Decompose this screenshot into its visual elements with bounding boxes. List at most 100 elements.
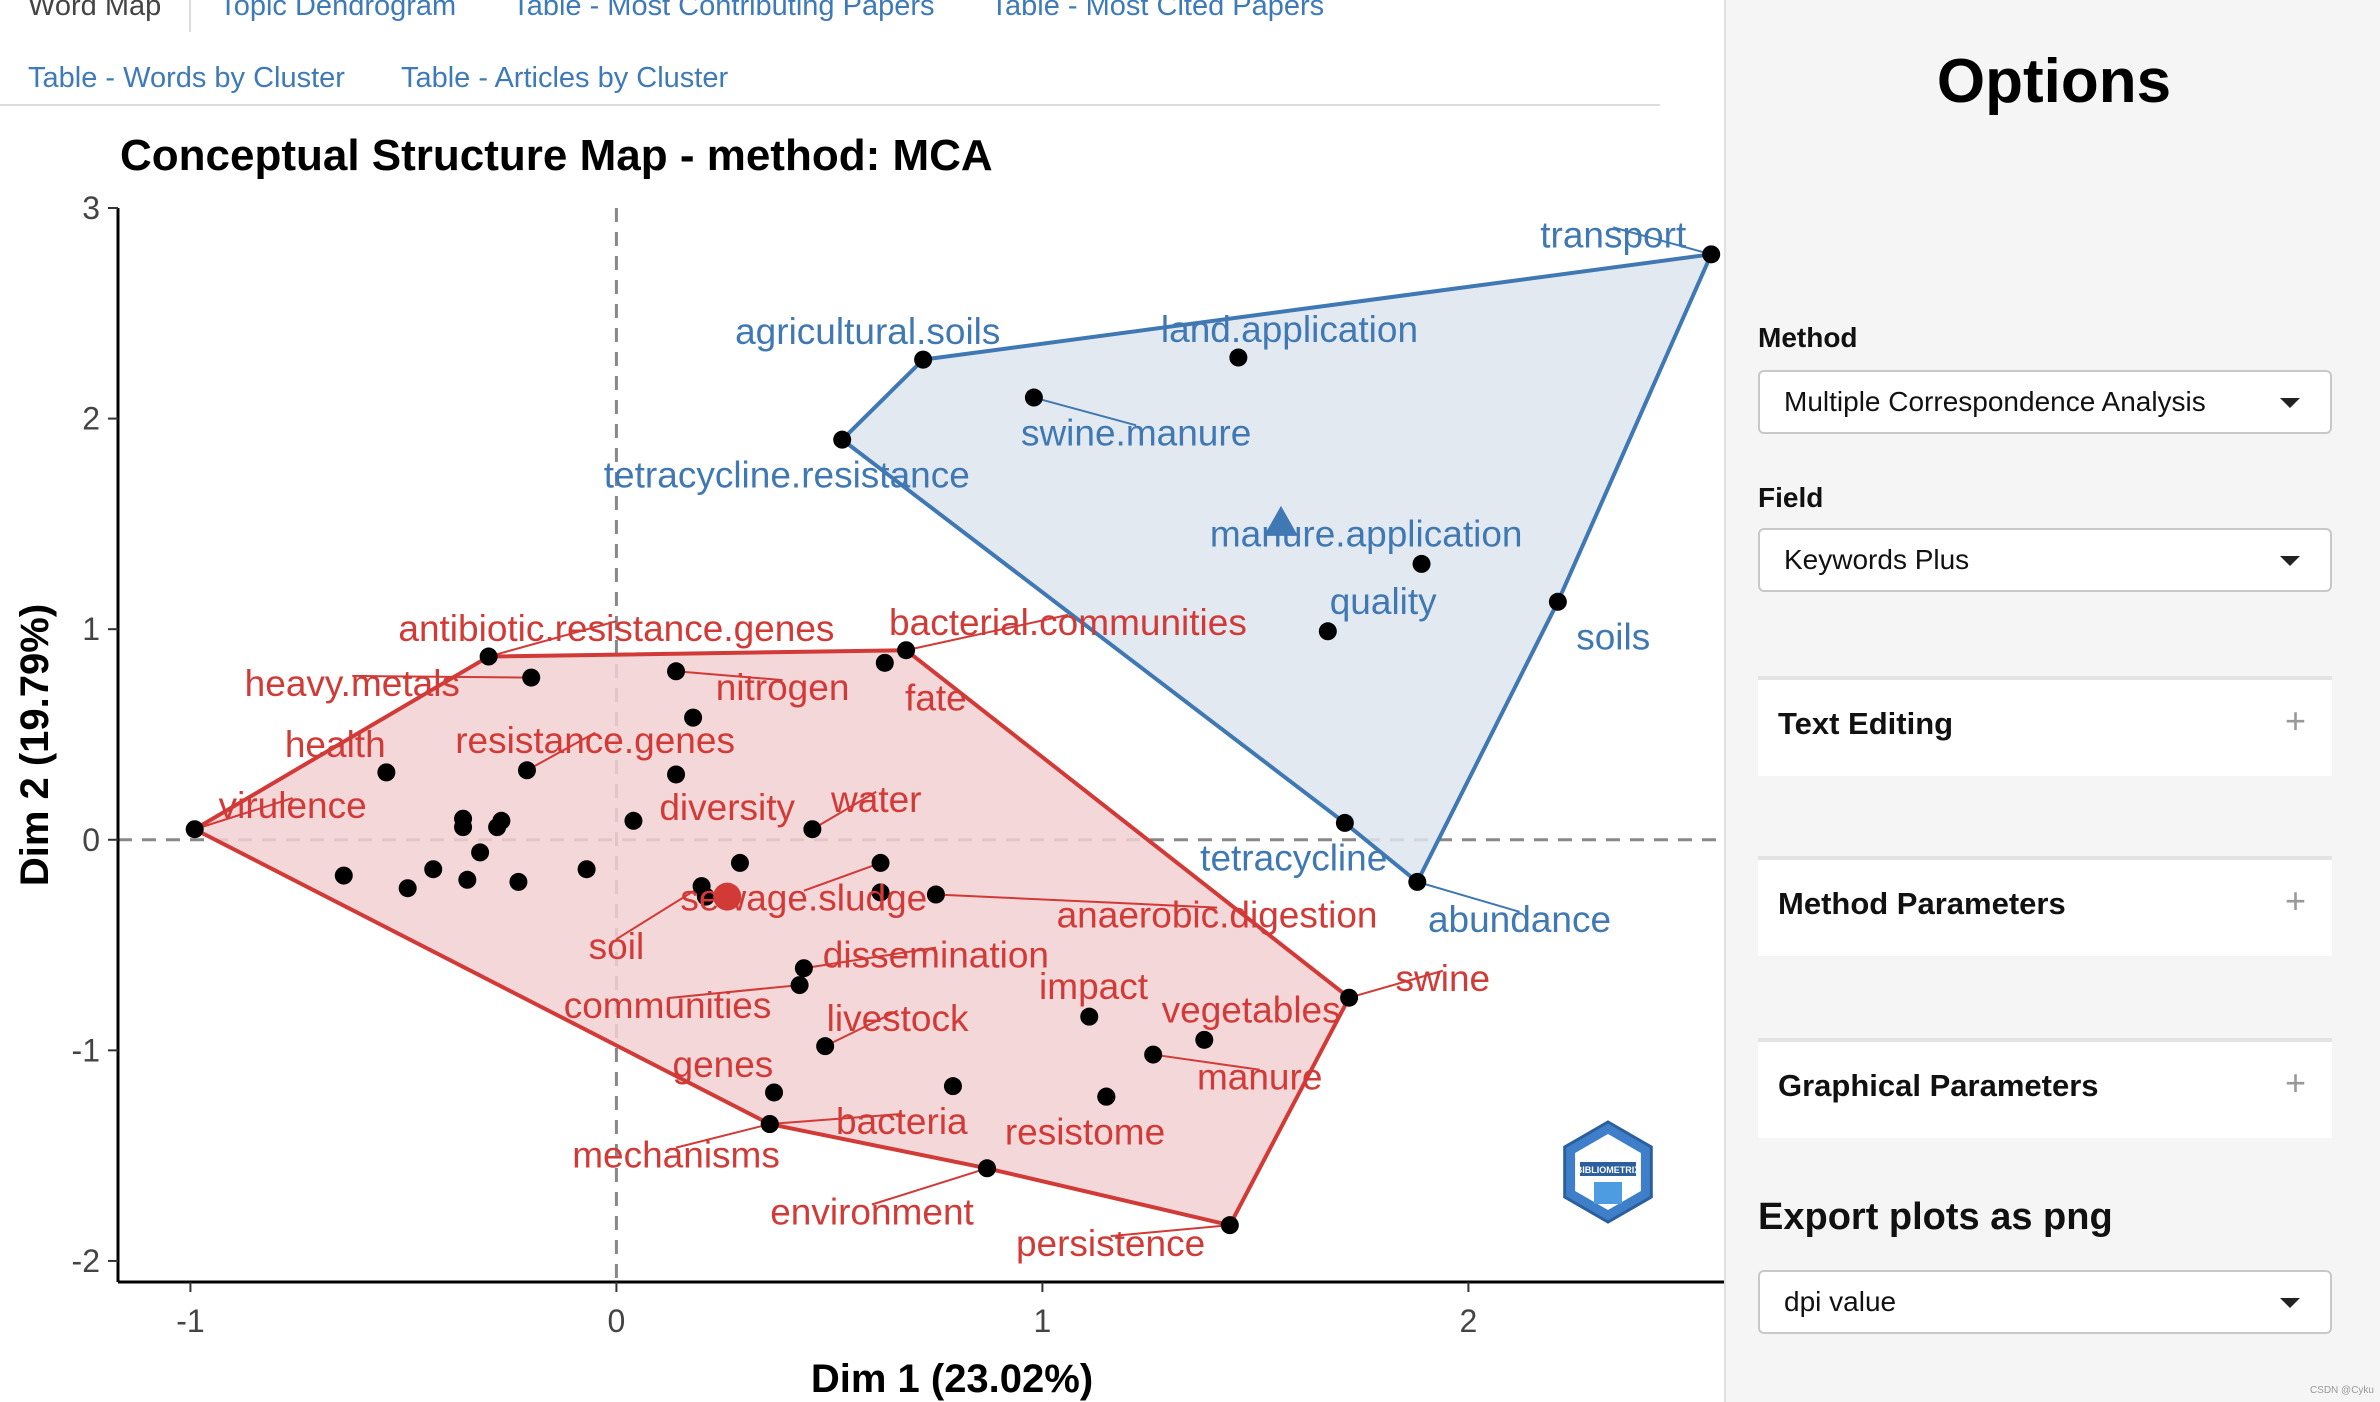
data-point bbox=[760, 1115, 779, 1134]
point-label: tetracycline bbox=[1200, 838, 1387, 879]
x-tick-label: 0 bbox=[608, 1303, 626, 1339]
label-leader-line bbox=[526, 731, 596, 772]
x-tick-label: -1 bbox=[176, 1303, 204, 1339]
label-leader-line bbox=[675, 1123, 771, 1149]
data-point bbox=[803, 820, 822, 839]
tab-most-contributing-papers[interactable]: Table - Most Contributing Papers bbox=[512, 0, 935, 22]
field-label: Field bbox=[1758, 482, 1824, 513]
label-leader-line bbox=[1153, 1053, 1260, 1071]
y-tick-label: 2 bbox=[82, 401, 100, 437]
dpi-select[interactable]: dpi value bbox=[1758, 1270, 2332, 1334]
data-point bbox=[926, 885, 945, 904]
cluster-1-centroid bbox=[713, 882, 742, 911]
data-point bbox=[794, 959, 813, 978]
label-leader-line bbox=[824, 1009, 899, 1048]
label-leader-line bbox=[935, 893, 1218, 909]
tab-most-cited-papers[interactable]: Table - Most Cited Papers bbox=[990, 0, 1325, 22]
data-point bbox=[334, 866, 353, 885]
method-select[interactable]: Multiple Correspondence Analysis bbox=[1758, 370, 2332, 434]
data-point bbox=[1408, 872, 1427, 891]
text-editing-panel[interactable]: Text Editing + bbox=[1758, 676, 2332, 776]
point-label: virulence bbox=[219, 785, 367, 826]
cluster-2-centroid bbox=[1263, 505, 1298, 536]
method-parameters-title: Method Parameters bbox=[1778, 886, 2066, 921]
data-point bbox=[897, 641, 916, 660]
method-select-value: Multiple Correspondence Analysis bbox=[1784, 386, 2206, 417]
tab-topic-dendrogram[interactable]: Topic Dendrogram bbox=[219, 0, 457, 22]
field-select[interactable]: Keywords Plus bbox=[1758, 528, 2332, 592]
tab-articles-by-cluster[interactable]: Table - Articles by Cluster bbox=[400, 62, 729, 94]
data-point bbox=[624, 811, 643, 830]
field-select-value: Keywords Plus bbox=[1784, 544, 1970, 575]
method-label: Method bbox=[1758, 322, 1858, 353]
data-point bbox=[509, 872, 528, 891]
label-leader-line bbox=[769, 1112, 902, 1126]
point-label: mechanisms bbox=[572, 1135, 780, 1176]
data-point bbox=[871, 853, 890, 872]
data-point bbox=[185, 820, 204, 839]
data-point bbox=[424, 860, 443, 879]
label-leader-line bbox=[803, 946, 937, 970]
chevron-down-icon bbox=[2280, 1298, 2300, 1308]
data-point bbox=[1548, 592, 1567, 611]
y-tick-label: -1 bbox=[72, 1032, 100, 1068]
conceptual-structure-map: Conceptual Structure Map - method: MCA -1… bbox=[13, 131, 1724, 1401]
data-point bbox=[833, 430, 852, 449]
label-leader-line bbox=[871, 1167, 988, 1206]
chevron-down-icon bbox=[2280, 398, 2300, 408]
data-point bbox=[1080, 1007, 1099, 1026]
data-point bbox=[517, 761, 536, 780]
point-label: swine bbox=[1396, 958, 1491, 999]
y-tick-label: 3 bbox=[82, 190, 100, 226]
point-label: anaerobic.digestion bbox=[1057, 895, 1378, 936]
plus-icon[interactable]: + bbox=[2284, 700, 2306, 741]
data-point bbox=[1024, 388, 1043, 407]
label-leader-line bbox=[194, 797, 293, 831]
point-label: bacteria bbox=[836, 1101, 968, 1142]
bibliometrix-logo: BIBLIOMETRIX bbox=[1563, 1120, 1653, 1224]
logo-base bbox=[1594, 1182, 1622, 1204]
tab-words-by-cluster[interactable]: Table - Words by Cluster bbox=[28, 62, 345, 94]
data-point bbox=[522, 668, 541, 687]
cluster-1-hull bbox=[192, 648, 1352, 1228]
logo-text: BIBLIOMETRIX bbox=[1576, 1165, 1641, 1175]
label-leader-line bbox=[615, 885, 703, 941]
data-point bbox=[1144, 1045, 1163, 1064]
data-point bbox=[1229, 348, 1248, 367]
point-label: abundance bbox=[1428, 899, 1611, 940]
point-label: tetracycline.resistance bbox=[604, 454, 970, 495]
y-axis-label: Dim 2 (19.79%) bbox=[13, 604, 57, 886]
point-label: swine.manure bbox=[1021, 412, 1251, 453]
data-point bbox=[871, 883, 890, 902]
label-leader-line bbox=[675, 670, 783, 682]
label-leader-line bbox=[1612, 226, 1712, 256]
point-label: soils bbox=[1576, 617, 1650, 658]
point-label: quality bbox=[1330, 581, 1437, 622]
plus-icon[interactable]: + bbox=[2284, 1062, 2306, 1103]
label-leader-line bbox=[1110, 1224, 1230, 1238]
options-sidebar: Options Method Multiple Correspondence A… bbox=[1724, 0, 2380, 1402]
tab-word-map[interactable]: Word Map bbox=[0, 0, 192, 32]
point-label: land.application bbox=[1161, 309, 1418, 350]
method-parameters-panel[interactable]: Method Parameters + bbox=[1758, 856, 2332, 956]
point-label: agricultural.soils bbox=[735, 311, 1000, 352]
data-point bbox=[816, 1037, 835, 1056]
data-point bbox=[684, 708, 703, 727]
point-label: environment bbox=[770, 1192, 974, 1233]
plus-icon[interactable]: + bbox=[2284, 880, 2306, 921]
data-point bbox=[1097, 1087, 1116, 1106]
point-label: genes bbox=[673, 1044, 774, 1085]
graphical-parameters-panel[interactable]: Graphical Parameters + bbox=[1758, 1038, 2332, 1138]
data-point bbox=[978, 1159, 997, 1178]
label-leader-line bbox=[667, 984, 800, 1000]
label-leader-line bbox=[811, 790, 877, 831]
data-point bbox=[730, 853, 749, 872]
point-label: diversity bbox=[659, 787, 795, 828]
data-point bbox=[943, 1077, 962, 1096]
data-point bbox=[471, 843, 490, 862]
label-leader-line bbox=[1348, 969, 1444, 999]
main-panel: Word Map Topic Dendrogram Table - Most C… bbox=[0, 0, 1724, 1402]
point-label: communities bbox=[564, 985, 772, 1026]
x-tick-label: 1 bbox=[1034, 1303, 1052, 1339]
label-leader-line bbox=[488, 620, 617, 658]
